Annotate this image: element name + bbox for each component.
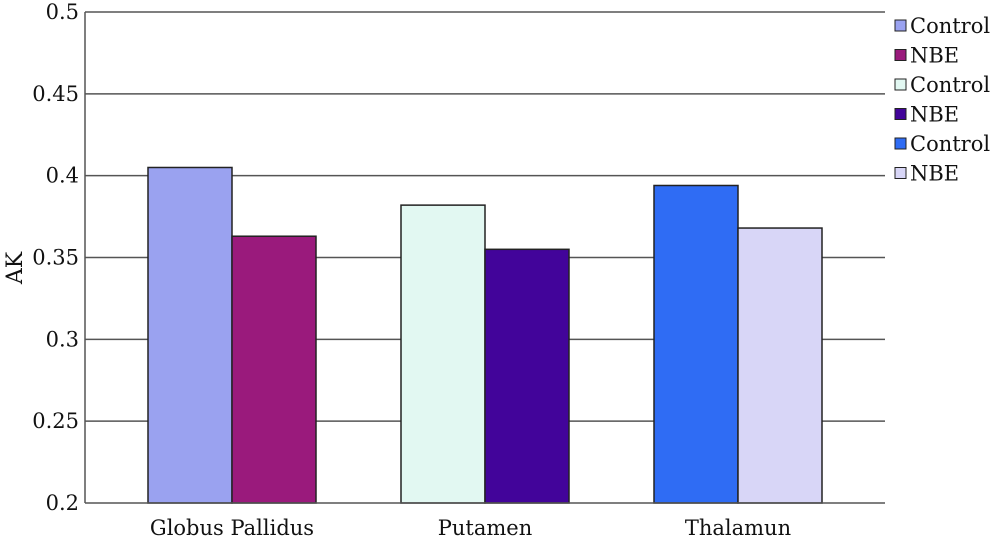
bar-putamen-nbe (484, 248, 570, 504)
legend-swatch (894, 49, 907, 61)
x-axis-categories: Globus Pallidus Putamen Thalamun (150, 516, 791, 540)
y-axis-ticks: 0.2 0.25 0.3 0.35 0.4 0.45 0.5 (32, 0, 79, 515)
bar-thalamun-control (653, 184, 739, 504)
legend-swatch (894, 108, 907, 120)
bar-globus-pallidus-control (147, 166, 233, 504)
bar-putamen-control (400, 204, 486, 504)
legend-swatch (894, 167, 907, 179)
y-tick-label: 0.5 (46, 0, 79, 24)
legend-label: NBE (910, 103, 959, 127)
y-axis-title: AK (3, 251, 28, 285)
legend-label: NBE (910, 44, 959, 68)
legend-swatch (894, 137, 907, 150)
legend-swatch (894, 78, 907, 91)
bars (147, 166, 823, 504)
legend-swatch (894, 19, 907, 32)
y-tick-label: 0.2 (46, 491, 79, 515)
x-category-label: Globus Pallidus (150, 516, 314, 540)
y-tick-label: 0.3 (46, 327, 79, 351)
legend-label: Control (910, 14, 990, 38)
bar-globus-pallidus-nbe (231, 235, 317, 504)
legend-label: Control (910, 73, 990, 97)
y-tick-label: 0.4 (46, 164, 79, 188)
legend-label: NBE (910, 162, 959, 186)
bar-thalamun-nbe (737, 227, 823, 504)
x-category-label: Putamen (438, 516, 532, 540)
legend-label: Control (910, 132, 990, 156)
y-tick-label: 0.35 (32, 246, 79, 270)
x-category-label: Thalamun (685, 516, 791, 540)
y-tick-label: 0.45 (32, 82, 79, 106)
y-tick-label: 0.25 (32, 409, 79, 433)
legend: Control NBE Control NBE Control NBE (894, 14, 990, 186)
